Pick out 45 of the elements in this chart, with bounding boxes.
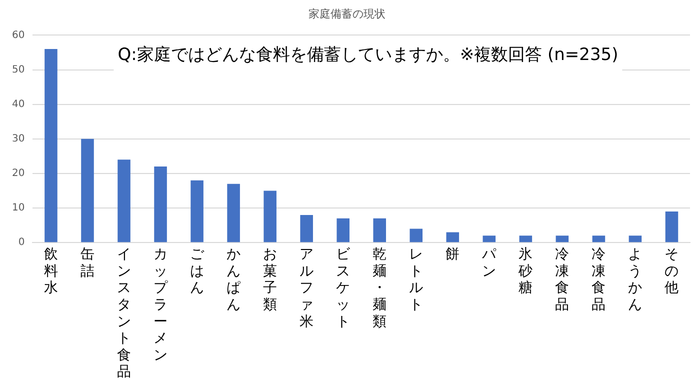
bar bbox=[118, 160, 130, 242]
y-tick-label: 30 bbox=[12, 133, 25, 144]
x-tick-label: パン bbox=[481, 246, 498, 280]
bar bbox=[482, 236, 496, 242]
x-tick-label: 乾麺・麺類 bbox=[372, 246, 387, 330]
bar bbox=[264, 190, 276, 242]
x-tick-label: 氷砂糖 bbox=[518, 246, 533, 296]
bar bbox=[410, 228, 423, 242]
y-tick-label: 60 bbox=[12, 30, 25, 41]
x-tick-label: レトルト bbox=[409, 246, 424, 314]
x-tick-label: 飲料水 bbox=[44, 246, 58, 296]
x-tick-label: 缶詰 bbox=[80, 246, 94, 280]
x-tick-label: アルファ米 bbox=[300, 246, 314, 330]
y-tick-label: 10 bbox=[12, 202, 25, 214]
bar bbox=[44, 49, 58, 242]
bar bbox=[519, 236, 532, 242]
y-tick-label: 0 bbox=[18, 237, 25, 248]
x-tick-label: ようかん bbox=[628, 246, 642, 314]
x-tick-label: かんぱん bbox=[226, 246, 241, 314]
x-tick-label: お菓子類 bbox=[263, 246, 278, 314]
bar bbox=[81, 138, 94, 242]
x-tick-label: 餅 bbox=[446, 246, 460, 263]
x-tick-label: 冷凍食品 bbox=[555, 246, 570, 314]
bar bbox=[592, 236, 606, 242]
bar bbox=[628, 236, 642, 242]
y-tick-label: 20 bbox=[12, 168, 25, 180]
bar bbox=[373, 218, 386, 242]
bar bbox=[446, 232, 460, 242]
bar bbox=[154, 166, 167, 242]
bar bbox=[300, 214, 313, 242]
x-tick-label: 冷凍食品 bbox=[592, 246, 606, 314]
bar bbox=[556, 236, 569, 242]
x-tick-label: カップラーメン bbox=[154, 246, 169, 364]
chart-title: 家庭備蓄の現状 bbox=[308, 7, 386, 20]
bar bbox=[336, 218, 350, 242]
bar bbox=[190, 180, 204, 242]
bar bbox=[665, 211, 678, 242]
x-tick-label: ビスケット bbox=[336, 246, 352, 330]
y-tick-label: 50 bbox=[12, 64, 25, 76]
bar bbox=[227, 184, 240, 242]
y-tick-label: 40 bbox=[12, 98, 25, 110]
x-tick-label: ごはん bbox=[190, 246, 206, 296]
annotation: Q:家庭ではどんな食料を備蓄していますか。※複数回答 (n=235) bbox=[118, 45, 618, 66]
x-tick-label: その他 bbox=[664, 246, 679, 296]
x-tick-label: インスタント食品 bbox=[117, 246, 132, 380]
